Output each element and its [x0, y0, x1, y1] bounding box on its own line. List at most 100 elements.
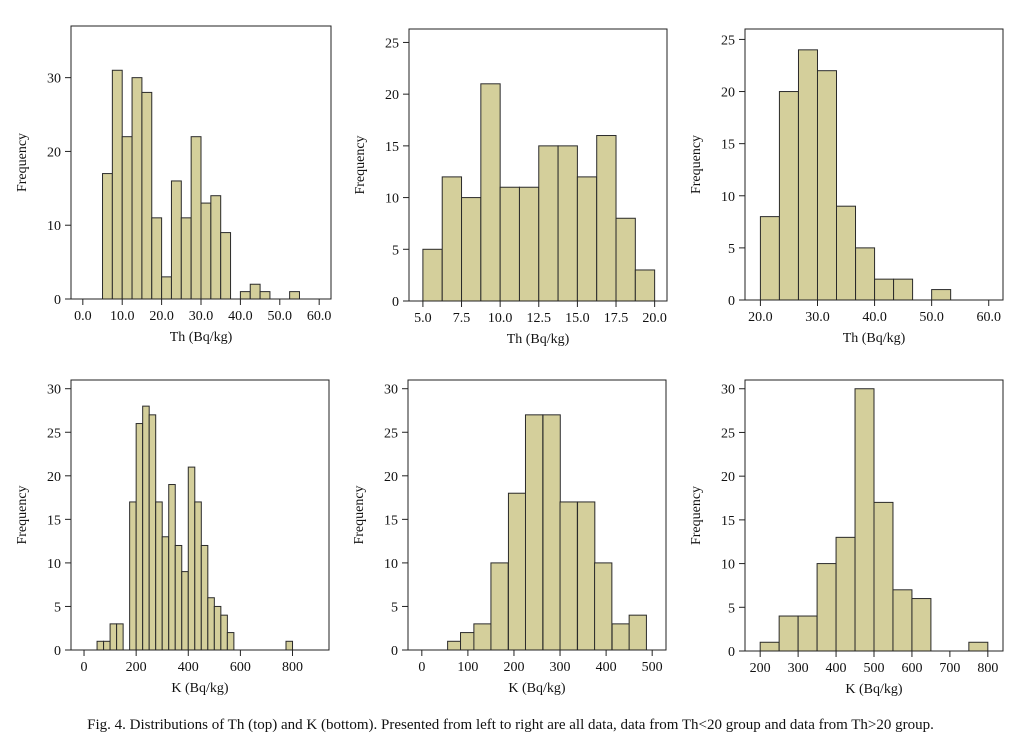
- plot-frame: [744, 28, 1004, 301]
- x-tick-label: 40.0: [862, 310, 887, 325]
- histogram-bar: [194, 501, 202, 651]
- histogram-bar: [634, 269, 656, 302]
- y-tick-label: 30: [721, 383, 735, 398]
- histogram-bar: [422, 248, 443, 302]
- y-tick-label: 15: [385, 140, 399, 155]
- histogram-bar: [226, 632, 235, 651]
- y-axis-label: Frequency: [689, 486, 704, 545]
- y-tick-label: 5: [728, 601, 735, 616]
- x-tick-label: 200: [750, 661, 771, 676]
- x-tick-label: 800: [282, 660, 303, 675]
- histogram-bar: [131, 77, 143, 300]
- plot-frame: [70, 379, 330, 651]
- histogram-bar: [507, 492, 527, 651]
- histogram-bar: [111, 69, 123, 300]
- y-tick-label: 15: [47, 513, 61, 528]
- histogram-bar: [181, 571, 189, 651]
- histogram-bar: [538, 145, 559, 302]
- y-tick-label: 10: [47, 557, 61, 572]
- histogram-bar: [968, 641, 989, 652]
- x-tick-label: 17.5: [604, 311, 629, 326]
- y-tick-label: 0: [728, 645, 735, 660]
- histogram-bar: [874, 278, 895, 301]
- y-tick-label: 0: [392, 295, 399, 310]
- histogram-bar: [187, 466, 196, 651]
- histogram-bar: [855, 247, 876, 301]
- histogram-bar: [249, 283, 261, 300]
- histogram-bar: [161, 536, 170, 651]
- histogram-bar: [835, 536, 856, 652]
- histogram-bar: [559, 501, 578, 651]
- y-axis-label: Frequency: [15, 485, 30, 544]
- histogram-bar: [155, 501, 163, 651]
- x-tick-label: 30.0: [805, 310, 830, 325]
- y-tick-label: 10: [721, 190, 735, 205]
- x-tick-label: 600: [901, 661, 922, 676]
- histogram-top-left: 0 10 20 30 0.0 10.0 20.0 30.0 40.0 50.0 60.0 Th (Bq…: [15, 25, 332, 345]
- histogram-bar: [518, 186, 540, 302]
- histogram-bar: [577, 501, 596, 651]
- histogram-bar: [103, 640, 111, 651]
- histogram-bar: [190, 136, 202, 300]
- y-tick-label: 25: [721, 33, 735, 48]
- y-tick-label: 0: [54, 644, 61, 659]
- x-tick-label: 20.0: [642, 311, 667, 326]
- histogram-bar: [461, 197, 482, 302]
- plot-frame: [408, 28, 668, 302]
- histogram-bar: [161, 276, 172, 300]
- x-tick-label: 400: [596, 660, 617, 675]
- y-tick-label: 20: [384, 470, 398, 485]
- x-tick-label: 500: [642, 660, 663, 675]
- x-tick-label: 0: [418, 660, 425, 675]
- y-tick-label: 20: [721, 470, 735, 485]
- x-axis-label: K (Bq/kg): [845, 682, 903, 697]
- histogram-bar: [480, 83, 501, 302]
- y-tick-label: 0: [54, 293, 61, 308]
- histogram-bar: [96, 640, 105, 651]
- x-tick-label: 12.5: [527, 311, 552, 326]
- x-tick-label: 0: [81, 660, 88, 675]
- plot-frame: [407, 379, 667, 651]
- x-tick-label: 100: [457, 660, 478, 675]
- histogram-bar: [213, 605, 222, 651]
- histogram-bar: [121, 136, 133, 300]
- histogram-bar: [116, 623, 124, 651]
- histogram-bar: [611, 623, 630, 651]
- histogram-bar: [168, 484, 176, 651]
- y-tick-label: 5: [728, 242, 735, 257]
- histogram-bar: [576, 176, 598, 302]
- histogram-bar: [239, 291, 251, 300]
- x-axis-label: Th (Bq/kg): [843, 331, 906, 346]
- y-tick-label: 30: [47, 72, 61, 87]
- histogram-bar: [873, 501, 894, 652]
- histogram-bar: [170, 180, 182, 300]
- histogram-bar: [289, 291, 300, 300]
- y-tick-label: 15: [721, 138, 735, 153]
- histogram-bar: [102, 173, 113, 300]
- y-axis-label: Frequency: [352, 485, 367, 544]
- y-tick-label: 20: [47, 470, 61, 485]
- x-axis-label: Th (Bq/kg): [507, 332, 570, 347]
- histogram-bar: [200, 202, 212, 300]
- x-axis-label: K (Bq/kg): [171, 681, 229, 696]
- histogram-bar: [596, 135, 617, 302]
- x-tick-label: 700: [939, 661, 960, 676]
- y-tick-label: 25: [47, 426, 61, 441]
- x-tick-label: 400: [178, 660, 199, 675]
- histogram-bar: [207, 597, 215, 651]
- x-tick-label: 50.0: [919, 310, 944, 325]
- x-tick-label: 50.0: [268, 309, 293, 324]
- y-tick-label: 20: [721, 86, 735, 101]
- histogram-bottom-right: 0 5 10 15 20 25 30 200 300 400 500 600 700 800 K (Bq/k…: [689, 379, 1004, 697]
- histogram-bar: [141, 91, 153, 300]
- x-axis-label: Th (Bq/kg): [170, 330, 233, 345]
- x-tick-label: 20.0: [149, 309, 174, 324]
- x-tick-label: 15.0: [565, 311, 590, 326]
- histogram-bar: [836, 205, 857, 301]
- histogram-bar: [220, 232, 232, 300]
- histogram-bar: [142, 405, 150, 651]
- histogram-bar: [259, 291, 271, 300]
- y-tick-label: 15: [721, 514, 735, 529]
